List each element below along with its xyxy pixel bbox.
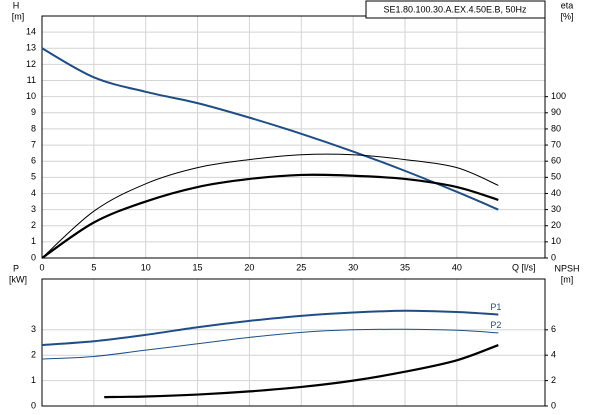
y-tick-label: 11	[27, 75, 36, 85]
x-tick-label: 15	[193, 262, 203, 272]
y2-tick-label: 90	[551, 107, 561, 117]
y2-tick-label: 0	[551, 400, 556, 410]
y-axis-unit: [kW]	[9, 274, 27, 284]
x-tick-label: 30	[348, 262, 358, 272]
x-axis-label: Q [l/s]	[512, 262, 536, 272]
x-tick-label: 20	[244, 262, 254, 272]
y-tick-label: 6	[31, 156, 36, 166]
x-tick-label: 35	[400, 262, 410, 272]
y-tick-label: 3	[31, 324, 36, 334]
y-tick-label: 8	[31, 123, 36, 133]
y-tick-label: 12	[26, 59, 36, 69]
y2-axis-unit: [%]	[560, 11, 573, 21]
y-tick-label: 9	[31, 107, 36, 117]
curve	[41, 309, 499, 347]
y-tick-label: 7	[31, 139, 36, 149]
y2-tick-label: 4	[551, 350, 556, 360]
y-tick-label: 1	[31, 375, 36, 385]
y-tick-label: 3	[31, 204, 36, 214]
y2-tick-label: 0	[551, 252, 556, 262]
chart-title: SE1.80.100.30.A.EX.4.50E.B, 50Hz	[383, 4, 527, 14]
y-tick-label: 13	[26, 43, 36, 53]
y2-axis-label: eta	[561, 0, 574, 10]
y-tick-label: 1	[31, 236, 36, 246]
y-tick-label: 4	[31, 188, 36, 198]
y2-tick-label: 6	[551, 324, 556, 334]
curve	[41, 328, 499, 360]
y2-tick-label: 40	[551, 188, 561, 198]
y-tick-label: 10	[26, 91, 36, 101]
y-tick-label: 2	[31, 220, 36, 230]
y2-tick-label: 100	[551, 91, 566, 101]
x-tick-label: 40	[452, 262, 462, 272]
curve	[41, 173, 499, 259]
y2-tick-label: 10	[551, 236, 561, 246]
curve	[104, 344, 499, 399]
y2-tick-label: 60	[551, 156, 561, 166]
series-label: P2	[490, 320, 501, 330]
y2-tick-label: 2	[551, 375, 556, 385]
x-tick-label: 0	[39, 262, 44, 272]
y-tick-label: 0	[31, 252, 36, 262]
y-axis-label: P	[13, 263, 19, 273]
y2-tick-label: 20	[551, 220, 561, 230]
curve	[41, 153, 499, 259]
x-tick-label: 25	[296, 262, 306, 272]
y2-axis-label: NPSH	[554, 263, 579, 273]
y-tick-label: 14	[26, 27, 36, 37]
y-tick-label: 0	[31, 400, 36, 410]
y-tick-label: 5	[31, 172, 36, 182]
y2-tick-label: 80	[551, 123, 561, 133]
x-tick-label: 5	[91, 262, 96, 272]
y2-axis-unit: [m]	[561, 274, 574, 284]
y-axis-label: H	[13, 0, 20, 10]
title-box	[365, 0, 546, 19]
plot-frame	[41, 15, 546, 259]
x-tick-label: 10	[141, 262, 151, 272]
series-label: P1	[490, 302, 501, 312]
y2-tick-label: 50	[551, 172, 561, 182]
plot-frame	[41, 278, 546, 407]
y-tick-label: 2	[31, 350, 36, 360]
y2-tick-label: 30	[551, 204, 561, 214]
y2-tick-label: 70	[551, 139, 561, 149]
y-axis-unit: [m]	[12, 11, 25, 21]
